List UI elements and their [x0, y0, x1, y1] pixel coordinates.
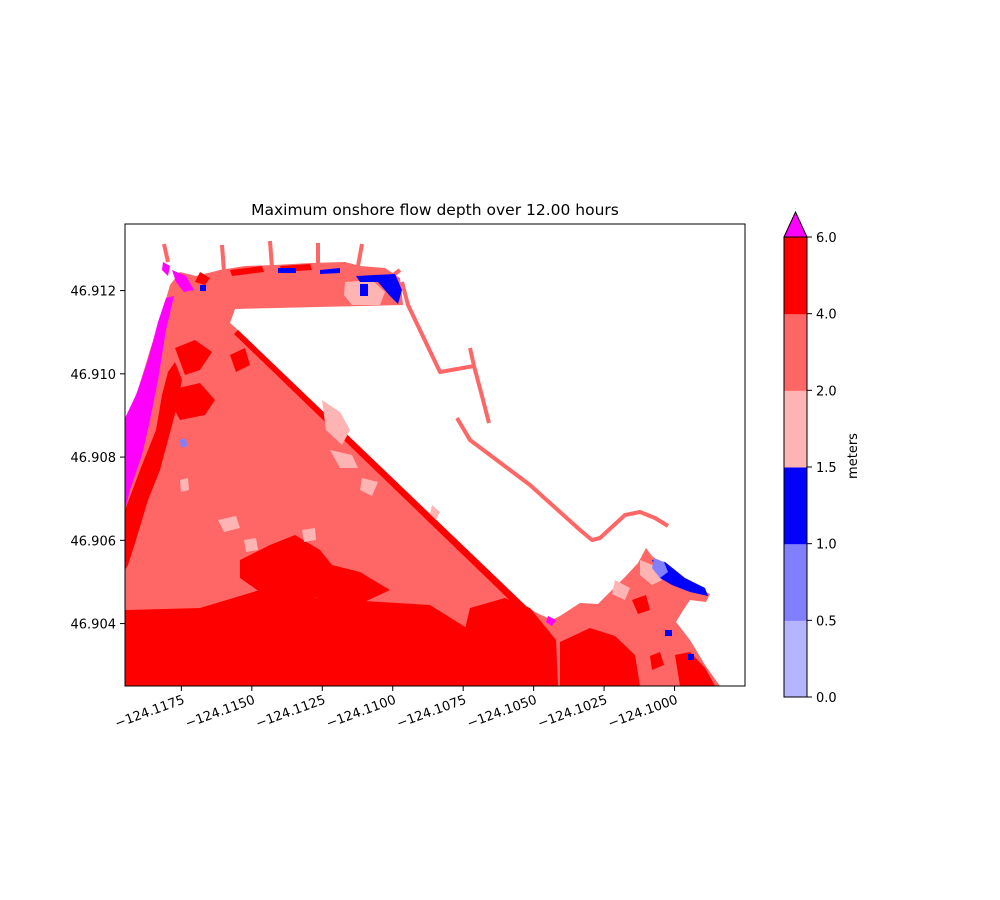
jetty-breakwaters — [162, 240, 670, 542]
colorbar-segment — [784, 313, 807, 391]
colorbar-segment — [784, 467, 807, 545]
colorbar-segment — [784, 543, 807, 621]
colorbar-tick-label: 1.0 — [816, 538, 837, 553]
colorbar-segment — [784, 390, 807, 468]
x-tick-label: −124.1125 — [254, 693, 328, 732]
colorbar-tick-label: 0.0 — [816, 691, 837, 706]
colorbar-segment — [784, 237, 807, 315]
chart-title: Maximum onshore flow depth over 12.00 ho… — [251, 201, 619, 219]
y-tick-label: 46.912 — [71, 285, 117, 300]
colorbar-extend-arrow — [783, 210, 808, 238]
colorbar-tick-label: 4.0 — [816, 308, 837, 323]
y-tick-label: 46.906 — [71, 534, 117, 549]
colorbar-tick-label: 0.5 — [816, 614, 837, 629]
y-tick-label: 46.904 — [71, 618, 117, 633]
plot-frame — [124, 223, 746, 687]
y-axis-ticks: 46.904 46.906 46.908 46.910 46.912 — [71, 285, 125, 633]
y-tick-label: 46.908 — [71, 451, 117, 466]
x-tick-label: −124.1025 — [536, 693, 610, 732]
y-tick-label: 46.910 — [71, 368, 117, 383]
x-tick-label: −124.1150 — [184, 693, 258, 732]
x-tick-label: −124.1050 — [465, 693, 539, 732]
x-tick-label: −124.1100 — [324, 693, 398, 732]
colorbar-segment — [784, 620, 807, 698]
flow-depth-map — [125, 240, 720, 686]
colorbar-tick-label: 2.0 — [816, 384, 837, 399]
colorbar-tick-label: 6.0 — [816, 231, 837, 246]
x-tick-label: −124.1000 — [606, 693, 680, 732]
colorbar-tick-label: 1.5 — [816, 461, 837, 476]
colorbar-label: meters — [846, 433, 861, 479]
x-axis-ticks: −124.1175−124.1150−124.1125−124.1100−124… — [113, 686, 680, 732]
colorbar: 0.0 0.5 1.0 1.5 2.0 4.0 6.0 — [783, 210, 837, 706]
x-tick-label: −124.1175 — [113, 693, 187, 732]
depth-region-0.5-1m — [180, 438, 668, 578]
x-tick-label: −124.1075 — [395, 693, 469, 732]
depth-region-4-6m — [125, 264, 715, 686]
